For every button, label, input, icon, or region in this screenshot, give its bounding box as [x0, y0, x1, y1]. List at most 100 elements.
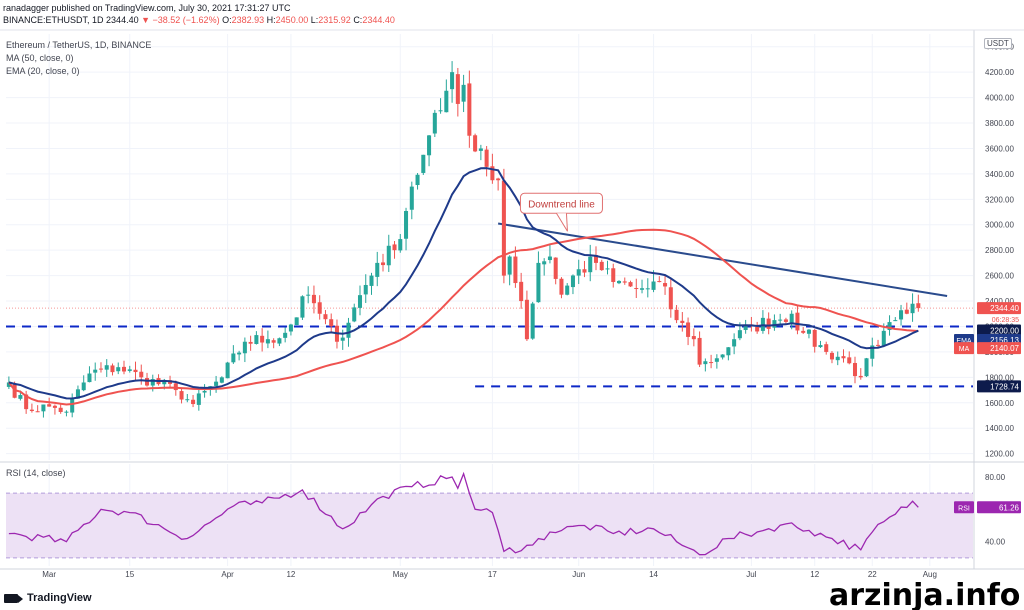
level-2200-tag-text: 2200.00	[990, 326, 1019, 335]
candle-body	[478, 148, 483, 151]
candle	[133, 361, 138, 381]
candle	[64, 410, 69, 417]
candle	[427, 135, 432, 167]
candle	[306, 286, 311, 304]
currency-badge[interactable]: USDT	[984, 38, 1012, 49]
candle	[104, 359, 109, 377]
date-tick-label: Aug	[923, 570, 937, 579]
candle-body	[795, 312, 800, 331]
candle	[98, 362, 103, 373]
tradingview-logo[interactable]: TradingView	[4, 592, 92, 604]
legend-pair[interactable]: Ethereum / TetherUS, 1D, BINANCE	[6, 40, 152, 50]
candle	[611, 263, 616, 288]
candle-body	[818, 345, 823, 348]
candle-body	[645, 288, 650, 290]
candle-body	[432, 112, 437, 134]
candle-body	[196, 393, 201, 405]
candle-body	[542, 261, 547, 265]
candle-body	[47, 404, 52, 407]
candle	[438, 98, 443, 114]
candle	[622, 277, 627, 285]
candle	[593, 246, 598, 271]
candle	[513, 246, 518, 288]
candle-body	[237, 352, 242, 355]
last-price-tag[interactable]: 2344.40	[977, 302, 1021, 315]
candle	[191, 395, 196, 408]
candle	[52, 404, 57, 415]
candle	[317, 295, 322, 320]
candle-body	[789, 313, 794, 324]
candle-body	[277, 338, 282, 344]
candle-body	[271, 340, 276, 343]
candle	[357, 285, 363, 316]
candle	[657, 276, 662, 283]
candle-body	[455, 74, 460, 104]
candle-body	[254, 335, 259, 344]
candle-body	[691, 336, 696, 340]
ma-tag-bg	[977, 342, 1021, 355]
ma-tag-prefix-bg	[954, 342, 974, 355]
candle-body	[116, 367, 121, 372]
candle-body	[369, 275, 374, 286]
candle	[214, 375, 219, 393]
candle	[806, 329, 811, 339]
candle-body	[121, 366, 127, 372]
candle-body	[404, 211, 409, 239]
candle	[726, 347, 731, 361]
candle-body	[6, 382, 11, 387]
candle-body	[104, 365, 109, 370]
price-tick-label: 1200.00	[985, 450, 1014, 459]
candle-body	[616, 280, 622, 284]
candle-body	[910, 303, 915, 314]
candle-body	[680, 320, 685, 323]
candle-body	[386, 245, 391, 266]
legend-rsi[interactable]: RSI (14, close)	[6, 468, 66, 478]
date-tick-label: Mar	[42, 570, 56, 579]
candle-body	[806, 329, 811, 334]
legend-ema[interactable]: EMA (20, close, 0)	[6, 66, 80, 76]
candle	[588, 244, 593, 282]
candle-body	[634, 288, 639, 290]
candle-body	[674, 309, 679, 321]
candle	[524, 290, 529, 341]
candle	[628, 280, 633, 288]
candle-body	[881, 330, 886, 346]
candle	[110, 363, 115, 376]
candle-body	[593, 255, 598, 263]
candle	[663, 274, 668, 295]
candle-body	[219, 377, 224, 383]
candle	[818, 340, 823, 348]
candle	[893, 317, 898, 322]
candle	[24, 390, 29, 414]
ma-tag-text: 2140.07	[990, 344, 1019, 353]
candle-body	[599, 261, 604, 271]
ma-tag[interactable]: 2140.07 MA	[954, 342, 1021, 355]
candle	[196, 387, 201, 411]
candle-body	[766, 318, 771, 329]
candle-body	[29, 409, 34, 411]
level-1728-tag[interactable]: 1728.74	[977, 380, 1021, 393]
close-value: 2344.40	[362, 15, 395, 25]
candle	[156, 374, 161, 386]
candle-body	[294, 317, 299, 326]
candle	[421, 154, 426, 175]
level-2200-tag[interactable]: 2200.00	[977, 324, 1021, 337]
candle	[242, 337, 247, 363]
candle	[231, 345, 236, 364]
legend-ma[interactable]: MA (50, close, 0)	[6, 53, 74, 63]
candle-body	[260, 335, 265, 343]
candle-body	[812, 329, 817, 347]
candle-body	[835, 356, 840, 361]
candle-body	[720, 354, 725, 358]
ma-50-line	[8, 228, 919, 406]
candle	[599, 259, 604, 271]
candle-body	[841, 356, 846, 359]
date-tick-label: Jun	[572, 570, 585, 579]
candle-body	[870, 345, 875, 359]
rsi-tag[interactable]: 61.26 RSI	[954, 501, 1021, 514]
candle-body	[484, 149, 489, 167]
candle	[755, 321, 760, 334]
candle	[801, 327, 806, 335]
candle-body	[547, 256, 552, 261]
